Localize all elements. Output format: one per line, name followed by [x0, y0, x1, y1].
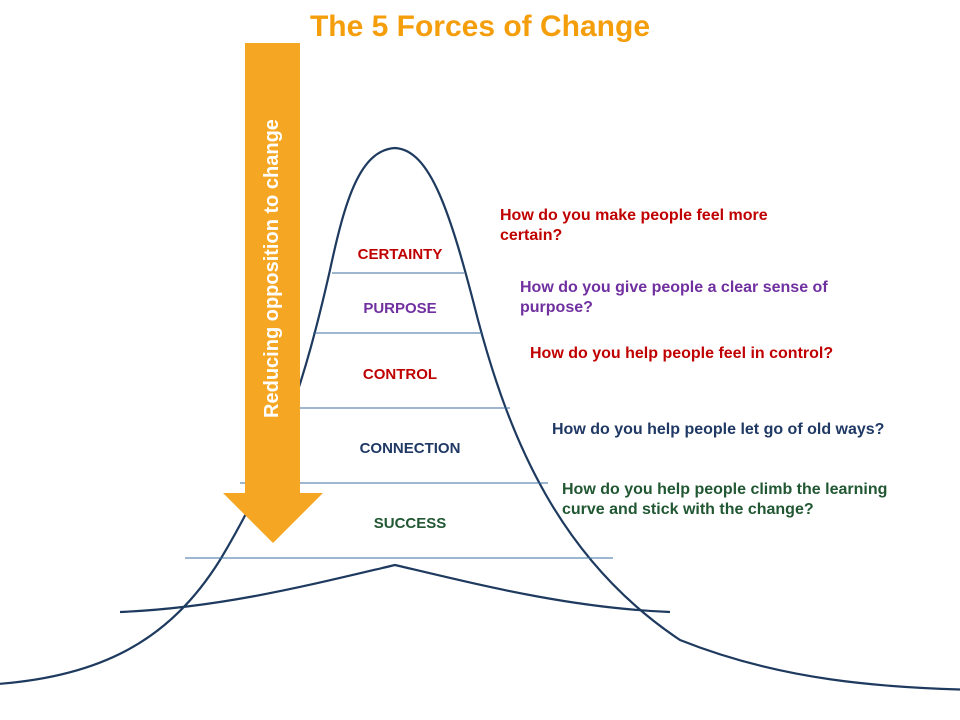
arrow-shaft: Reducing opposition to change: [245, 43, 300, 493]
arrow-label: Reducing opposition to change: [261, 119, 284, 418]
force-label-success: SUCCESS: [310, 515, 510, 532]
arrow-head-icon: [223, 493, 323, 543]
force-label-control: CONTROL: [310, 366, 490, 383]
curve-bottom: [120, 565, 670, 612]
question-1: How do you give people a clear sense of …: [520, 278, 880, 318]
force-label-purpose: PURPOSE: [310, 300, 490, 317]
question-2: How do you help people feel in control?: [530, 344, 930, 364]
question-4: How do you help people climb the learnin…: [562, 480, 902, 520]
question-3: How do you help people let go of old way…: [552, 420, 902, 440]
down-arrow: Reducing opposition to change: [245, 43, 323, 543]
question-0: How do you make people feel more certain…: [500, 206, 830, 246]
force-label-certainty: CERTAINTY: [310, 246, 490, 263]
force-label-connection: CONNECTION: [310, 440, 510, 457]
